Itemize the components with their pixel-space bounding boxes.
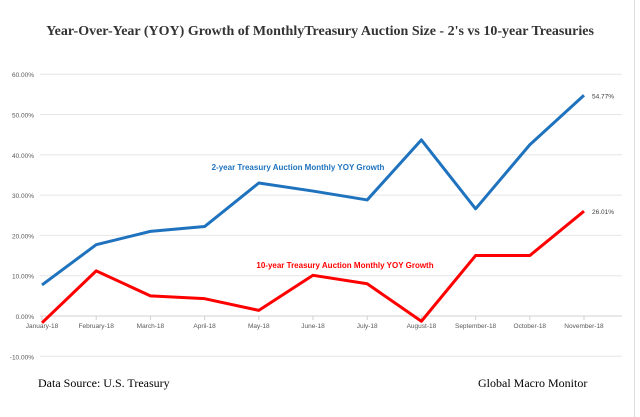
y-tick-label: 30.00% bbox=[12, 193, 34, 200]
data-source: Data Source: U.S. Treasury bbox=[38, 376, 170, 390]
brand-label: Global Macro Monitor bbox=[478, 376, 588, 390]
x-tick-label: January-18 bbox=[26, 323, 59, 330]
data-label-end: 54.77% bbox=[592, 93, 614, 100]
data-label-end: 26.01% bbox=[592, 209, 614, 216]
x-tick-label: August-18 bbox=[407, 323, 437, 330]
y-tick-label: 20.00% bbox=[12, 233, 34, 240]
border bbox=[634, 0, 635, 417]
series-label-1: 2-year Treasury Auction Monthly YOY Grow… bbox=[212, 163, 385, 172]
x-tick-label: May-18 bbox=[248, 323, 270, 330]
y-tick-label: 50.00% bbox=[12, 113, 34, 120]
y-tick-label: 0.00% bbox=[16, 314, 35, 321]
y-tick-label: -10.00% bbox=[10, 354, 34, 361]
chart-title: Year-Over-Year (YOY) Growth of MonthlyTr… bbox=[46, 24, 594, 39]
x-tick-label: March-18 bbox=[137, 323, 165, 330]
y-tick-label: 60.00% bbox=[12, 72, 34, 79]
x-tick-label: April-18 bbox=[193, 323, 216, 330]
x-tick-label: October-18 bbox=[514, 323, 547, 330]
x-tick-label: September-18 bbox=[455, 323, 497, 330]
y-tick-label: 40.00% bbox=[12, 153, 34, 160]
x-tick-label: June-18 bbox=[301, 323, 325, 330]
y-tick-label: 10.00% bbox=[12, 274, 34, 281]
x-tick-label: February-18 bbox=[78, 323, 114, 330]
x-tick-label: July-18 bbox=[357, 323, 378, 330]
series-label-2: 10-year Treasury Auction Monthly YOY Gro… bbox=[256, 261, 433, 270]
x-tick-label: November-18 bbox=[564, 323, 604, 330]
